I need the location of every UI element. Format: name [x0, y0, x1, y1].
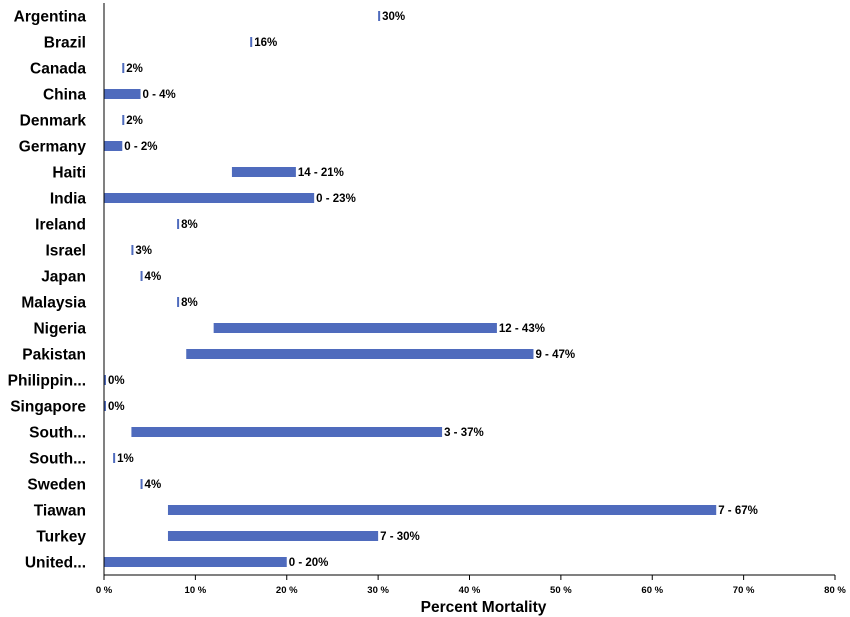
- data-label: 8%: [181, 297, 198, 309]
- data-labels: 30% 16% 2% 0 - 4% 2% 0 - 2% 14 - 21% 0 - 23% 8% 3…: [108, 11, 758, 569]
- data-label: 7 - 30%: [380, 531, 420, 543]
- bar: [231, 167, 296, 177]
- bar: [186, 349, 534, 359]
- category-label: Japan: [41, 269, 86, 286]
- data-label: 7 - 67%: [718, 505, 758, 517]
- category-label: Malaysia: [21, 295, 86, 312]
- bar: [131, 245, 134, 255]
- data-label: 0%: [108, 401, 125, 413]
- bar: [104, 557, 287, 567]
- data-label: 1%: [117, 453, 134, 465]
- x-tick-label: 0 %: [96, 585, 113, 596]
- category-label: United...: [25, 555, 86, 572]
- axes: [103, 3, 835, 576]
- x-tick-label: 70 %: [733, 585, 755, 596]
- data-label: 14 - 21%: [298, 167, 344, 179]
- x-axis-ticks: 0 % 10 % 20 % 30 % 40 % 50 % 60 % 70 % 80 %: [96, 575, 846, 596]
- bar: [140, 271, 143, 281]
- category-label: Singapore: [10, 399, 86, 416]
- category-label: India: [50, 191, 87, 208]
- data-label: 9 - 47%: [535, 349, 575, 361]
- x-axis-title: Percent Mortality: [421, 599, 547, 616]
- category-label: Ireland: [35, 217, 86, 234]
- category-label: Pakistan: [22, 347, 86, 364]
- category-label: Haiti: [52, 165, 86, 182]
- bar: [250, 37, 253, 47]
- bar: [122, 115, 125, 125]
- data-label: 4%: [145, 479, 162, 491]
- data-label: 0 - 2%: [124, 141, 157, 153]
- bar: [104, 193, 315, 203]
- bar: [104, 141, 123, 151]
- data-label: 0 - 4%: [143, 89, 176, 101]
- data-label: 3%: [135, 245, 152, 257]
- category-label: Argentina: [14, 9, 87, 26]
- category-label: Brazil: [44, 35, 86, 52]
- bar: [167, 531, 379, 541]
- data-label: 12 - 43%: [499, 323, 545, 335]
- x-tick-label: 60 %: [641, 585, 663, 596]
- category-label: Canada: [30, 61, 86, 78]
- data-label: 0 - 23%: [316, 193, 356, 205]
- category-label: China: [43, 87, 86, 104]
- x-tick-label: 20 %: [276, 585, 298, 596]
- data-label: 16%: [254, 37, 277, 49]
- bar: [131, 427, 443, 437]
- bar: [113, 453, 116, 463]
- bar: [140, 479, 143, 489]
- data-label: 4%: [145, 271, 162, 283]
- data-label: 0 - 20%: [289, 557, 329, 569]
- data-label: 3 - 37%: [444, 427, 484, 439]
- bar: [104, 401, 106, 411]
- bar: [122, 63, 125, 73]
- data-label: 2%: [126, 115, 143, 127]
- category-label: Nigeria: [33, 321, 86, 338]
- data-label: 0%: [108, 375, 125, 387]
- category-label: Sweden: [27, 477, 86, 494]
- x-tick-label: 80 %: [824, 585, 846, 596]
- category-label: South...: [29, 425, 86, 442]
- data-label: 8%: [181, 219, 198, 231]
- x-tick-label: 10 %: [185, 585, 207, 596]
- bar: [104, 375, 106, 385]
- category-label: Turkey: [36, 529, 86, 546]
- category-label: Germany: [19, 139, 87, 156]
- data-label: 2%: [126, 63, 143, 75]
- bar: [378, 11, 381, 21]
- category-labels: Argentina Brazil Canada China Denmark Germany…: [8, 9, 87, 572]
- category-label: South...: [29, 451, 86, 468]
- data-label: 30%: [382, 11, 405, 23]
- x-tick-label: 50 %: [550, 585, 572, 596]
- category-label: Denmark: [20, 113, 87, 130]
- bar-group: [104, 11, 717, 567]
- bar: [177, 297, 180, 307]
- category-label: Israel: [45, 243, 86, 260]
- bar: [213, 323, 497, 333]
- bar: [167, 505, 717, 515]
- bar: [104, 89, 141, 99]
- category-label: Philippin...: [8, 373, 86, 390]
- x-tick-label: 40 %: [459, 585, 481, 596]
- x-tick-label: 30 %: [367, 585, 389, 596]
- category-label: Tiawan: [34, 503, 86, 520]
- bar: [177, 219, 180, 229]
